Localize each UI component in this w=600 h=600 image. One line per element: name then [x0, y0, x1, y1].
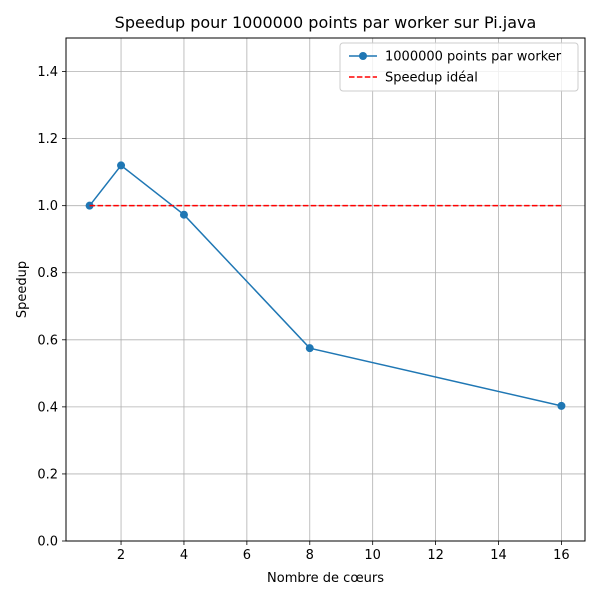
x-tick-label: 14	[490, 548, 507, 563]
grid	[66, 38, 585, 542]
y-tick-label: 0.8	[37, 266, 58, 281]
legend-box	[339, 42, 579, 92]
x-tick-label: 6	[243, 548, 251, 563]
y-tick-label: 0.0	[37, 535, 58, 550]
plot-series	[85, 161, 566, 410]
data-point	[305, 344, 314, 353]
data-point	[117, 161, 126, 170]
legend-label: Speedup idéal	[385, 71, 478, 86]
y-tick-label: 1.2	[37, 132, 58, 147]
x-tick-label: 2	[117, 548, 125, 563]
y-tick-label: 1.0	[37, 199, 58, 214]
x-tick-label: 16	[553, 548, 570, 563]
y-axis-label: Speedup	[15, 261, 30, 318]
x-tick-label: 10	[364, 548, 381, 563]
y-tick-label: 1.4	[37, 65, 58, 80]
plot-frame	[65, 37, 586, 542]
y-tick-label: 0.2	[37, 467, 58, 482]
x-tick-label: 8	[306, 548, 314, 563]
data-point	[179, 210, 188, 219]
legend-marker	[359, 52, 367, 60]
y-tick-label: 0.4	[37, 400, 58, 415]
x-axis-label: Nombre de cœurs	[267, 571, 384, 586]
x-tick-label: 4	[180, 548, 188, 563]
axis-ticks: 2 4 6 8 10 12 14 16 0.0 0.2 0.4 0.6 0.8 1.0 1.2 1.4	[37, 65, 569, 563]
y-tick-label: 0.6	[37, 333, 58, 348]
x-tick-label: 12	[427, 548, 444, 563]
chart-title: Speedup pour 1000000 points par worker s…	[115, 13, 537, 32]
legend: 1000000 points par worker Speedup idéal	[339, 42, 579, 92]
series-line-0	[89, 164, 562, 407]
legend-label: 1000000 points par worker	[385, 50, 562, 65]
data-point	[557, 401, 566, 410]
